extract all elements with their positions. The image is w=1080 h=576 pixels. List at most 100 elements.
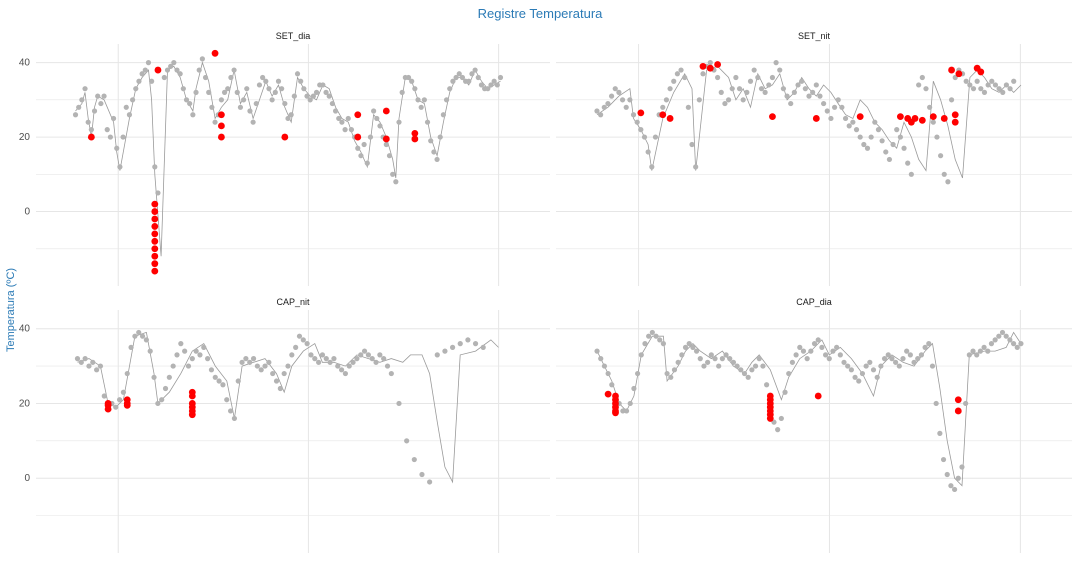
data-point bbox=[988, 341, 995, 347]
data-point bbox=[811, 341, 818, 347]
data-point bbox=[937, 430, 943, 436]
data-point bbox=[766, 82, 772, 88]
data-point bbox=[1007, 86, 1013, 92]
data-point bbox=[764, 382, 770, 388]
data-point bbox=[491, 78, 497, 84]
data-point bbox=[326, 93, 332, 99]
data-point bbox=[715, 74, 721, 81]
data-point bbox=[885, 352, 891, 358]
data-point bbox=[120, 389, 127, 395]
outlier-point bbox=[814, 392, 822, 400]
data-point bbox=[488, 82, 494, 88]
data-point bbox=[260, 74, 266, 81]
data-point bbox=[837, 352, 843, 358]
data-point bbox=[164, 67, 171, 73]
data-point bbox=[834, 344, 840, 350]
data-point bbox=[162, 385, 169, 392]
series-line-CAP_dia bbox=[596, 331, 1022, 487]
data-point bbox=[472, 341, 479, 347]
data-point bbox=[381, 356, 387, 362]
data-point bbox=[824, 108, 830, 114]
data-point bbox=[930, 119, 936, 125]
data-point bbox=[90, 359, 96, 365]
data-point bbox=[1003, 333, 1009, 339]
data-point bbox=[193, 348, 199, 354]
outlier-point bbox=[218, 133, 225, 141]
data-point bbox=[755, 74, 761, 81]
data-point bbox=[152, 164, 158, 170]
data-point bbox=[291, 93, 297, 99]
data-point bbox=[1007, 337, 1013, 343]
data-point bbox=[872, 119, 878, 125]
data-point bbox=[675, 359, 681, 365]
data-point bbox=[212, 374, 218, 380]
data-point bbox=[940, 456, 947, 463]
outlier-point bbox=[382, 135, 390, 143]
data-point bbox=[730, 359, 737, 365]
data-point bbox=[900, 356, 906, 362]
y-tick-label: 40 bbox=[19, 324, 31, 335]
outlier-point bbox=[123, 401, 131, 409]
facet-panels: SET_dia 0 20 40 SET_nit CAP_nit 0 20 40 CAP_dia bbox=[19, 31, 1072, 553]
data-point bbox=[941, 171, 947, 177]
outlier-point bbox=[151, 223, 159, 230]
data-point bbox=[361, 348, 368, 354]
data-point bbox=[116, 397, 123, 403]
outlier-point bbox=[659, 111, 667, 119]
data-point bbox=[852, 374, 858, 380]
data-point bbox=[786, 370, 792, 377]
data-point bbox=[685, 104, 691, 110]
data-point bbox=[275, 78, 282, 84]
data-point bbox=[879, 138, 885, 144]
data-point bbox=[970, 348, 976, 354]
data-point bbox=[335, 363, 341, 369]
data-point bbox=[220, 382, 226, 388]
data-point bbox=[635, 370, 641, 377]
data-point bbox=[944, 471, 950, 478]
data-point bbox=[277, 385, 283, 392]
data-point bbox=[705, 359, 711, 365]
data-point bbox=[301, 86, 307, 92]
data-point bbox=[747, 78, 754, 84]
data-point bbox=[623, 408, 630, 414]
data-point bbox=[159, 397, 165, 403]
data-point bbox=[911, 359, 917, 365]
data-point bbox=[472, 67, 478, 73]
data-point bbox=[627, 400, 633, 407]
data-point bbox=[364, 160, 370, 166]
data-point bbox=[886, 156, 893, 163]
data-point bbox=[907, 352, 913, 358]
data-point bbox=[469, 71, 475, 77]
data-point bbox=[281, 370, 287, 377]
outlier-point bbox=[411, 135, 419, 143]
data-point bbox=[336, 115, 342, 122]
data-point bbox=[177, 71, 183, 77]
data-point bbox=[712, 356, 718, 362]
data-point bbox=[130, 97, 136, 103]
data-point bbox=[806, 93, 812, 99]
data-point bbox=[310, 93, 316, 99]
data-point bbox=[323, 89, 329, 95]
data-point bbox=[269, 97, 275, 103]
data-point bbox=[671, 367, 678, 373]
data-point bbox=[97, 363, 104, 369]
data-point bbox=[304, 93, 310, 99]
data-point bbox=[974, 78, 980, 84]
data-point bbox=[769, 74, 776, 81]
data-point bbox=[799, 78, 805, 84]
data-point bbox=[393, 179, 399, 185]
data-point bbox=[749, 367, 755, 373]
data-point bbox=[729, 86, 735, 92]
data-point bbox=[808, 348, 814, 354]
data-point bbox=[237, 104, 244, 110]
data-point bbox=[457, 341, 463, 347]
data-point bbox=[431, 149, 437, 155]
data-point bbox=[412, 86, 418, 92]
data-point bbox=[94, 367, 100, 373]
data-point bbox=[660, 341, 667, 347]
data-point bbox=[856, 378, 862, 384]
data-point bbox=[933, 400, 939, 407]
data-point bbox=[199, 56, 205, 62]
data-point bbox=[331, 356, 337, 362]
data-point bbox=[231, 415, 238, 422]
